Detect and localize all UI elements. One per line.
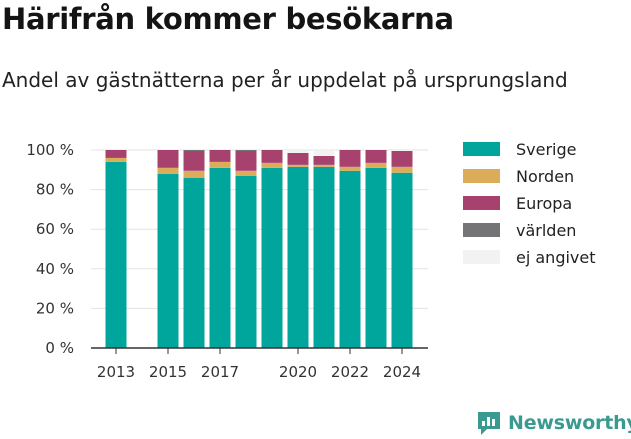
bar-segment (313, 155, 335, 165)
bar-segment (157, 173, 179, 348)
y-tick-label: 40 % (36, 260, 74, 278)
x-tick-label: 2017 (201, 363, 239, 381)
bar-segment (183, 150, 205, 151)
y-tick-label: 80 % (36, 181, 74, 199)
brand-name: Newsworthy (508, 412, 631, 434)
bar-segment (157, 167, 179, 174)
bar-segment (235, 175, 257, 348)
bar-segment (287, 152, 309, 165)
x-tick-label: 2013 (97, 363, 135, 381)
x-tick-label: 2024 (383, 363, 421, 381)
brand-logo: Newsworthy (476, 408, 631, 438)
y-tick-label: 60 % (36, 220, 74, 238)
bar-segment (235, 170, 257, 176)
bar-segment (235, 150, 257, 151)
y-tick-label: 0 % (45, 339, 74, 357)
legend-swatch (463, 250, 500, 264)
legend-label: Sverige (516, 140, 577, 159)
x-tick-label: 2015 (149, 363, 187, 381)
y-tick-label: 20 % (36, 299, 74, 317)
bar-segment (391, 166, 413, 173)
y-tick-label: 100 % (26, 141, 74, 159)
bar-segment (261, 150, 283, 163)
legend: Sverige Norden Europa världen ej angivet (463, 140, 596, 267)
bar-segment (105, 161, 127, 348)
bar-segment (365, 162, 387, 168)
bar-segment (105, 157, 127, 162)
bar-chart-speech-bubble-icon (478, 412, 500, 435)
legend-label: ej angivet (516, 248, 596, 267)
bar-segment (287, 166, 309, 348)
bar-segment (235, 150, 257, 171)
bar-segment (105, 150, 127, 158)
legend-label: världen (516, 221, 576, 240)
legend-swatch (463, 169, 500, 183)
bar-segment (261, 162, 283, 168)
bar-segment (287, 150, 309, 153)
bar-segment (261, 167, 283, 348)
bar-segment (209, 167, 231, 348)
bar-segment (391, 150, 413, 151)
x-tick-label: 2022 (331, 363, 369, 381)
bar-segment (339, 166, 361, 171)
bar-segment (339, 150, 361, 167)
bar-segment (365, 150, 387, 163)
bar-segment (391, 150, 413, 167)
chart-subtitle: Andel av gästnätterna per år uppdelat på… (2, 68, 568, 92)
bar-segment (183, 170, 205, 178)
legend-swatch (463, 142, 500, 156)
bar-segment (183, 150, 205, 171)
bar-segment (313, 150, 335, 156)
legend-label: Europa (516, 194, 572, 213)
legend-swatch (463, 223, 500, 237)
bar-segment (209, 161, 231, 168)
axes: 0 % 20 % 40 % 60 % 80 % 100 % 2013 2015 2017 2020… (26, 141, 428, 381)
bar-segment (313, 166, 335, 348)
chart-title: Härifrån kommer besökarna (2, 2, 454, 36)
bar-segment (391, 172, 413, 348)
bars (105, 150, 413, 348)
bar-segment (209, 150, 231, 162)
x-tick-label: 2020 (279, 363, 317, 381)
legend-label: Norden (516, 167, 574, 186)
bar-segment (365, 167, 387, 348)
bar-segment (183, 177, 205, 348)
bar-segment (339, 170, 361, 348)
bar-segment (157, 150, 179, 168)
bar-segment (313, 164, 335, 167)
bar-segment (287, 164, 309, 167)
legend-swatch (463, 196, 500, 210)
stacked-bar-chart: 0 % 20 % 40 % 60 % 80 % 100 % 2013 2015 2017 2020… (26, 140, 596, 381)
